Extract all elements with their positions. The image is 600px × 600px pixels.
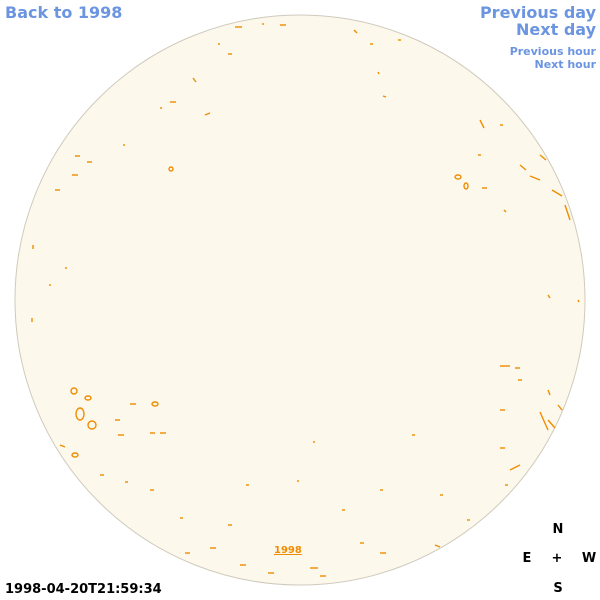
- compass-east: E: [522, 551, 532, 566]
- timestamp: 1998-04-20T21:59:34: [5, 582, 162, 597]
- active-regions: [31, 23, 580, 577]
- compass-north: N: [552, 522, 564, 537]
- disk-year-link[interactable]: 1998: [274, 545, 302, 556]
- back-link[interactable]: Back to 1998: [5, 3, 123, 22]
- compass-west: W: [581, 551, 597, 566]
- previous-hour-link[interactable]: Previous hour: [509, 45, 596, 58]
- compass-south: S: [553, 581, 563, 596]
- next-day-link[interactable]: Next day: [516, 20, 596, 39]
- previous-day-link[interactable]: Previous day: [479, 3, 596, 22]
- compass-center: +: [551, 551, 563, 566]
- solar-disk: [14, 14, 586, 586]
- next-hour-link[interactable]: Next hour: [534, 58, 597, 71]
